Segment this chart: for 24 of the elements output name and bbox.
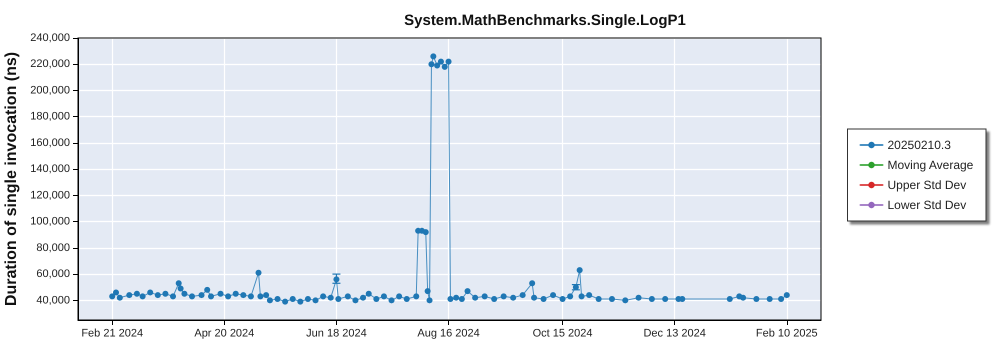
y-tick-label: 180,000 xyxy=(30,110,70,123)
x-tick-label: Aug 16 2024 xyxy=(417,328,480,340)
y-tick-label: 100,000 xyxy=(30,216,70,228)
y-tick-label: 60,000 xyxy=(36,268,70,280)
y-tick-label: 40,000 xyxy=(36,294,70,306)
chart-title: System.MathBenchmarks.Single.LogP1 xyxy=(404,12,686,29)
legend-label: Moving Average xyxy=(888,158,974,172)
y-tick-label: 160,000 xyxy=(30,136,70,149)
y-tick-label: 140,000 xyxy=(30,163,70,176)
x-tick-label: Apr 20 2024 xyxy=(194,328,254,340)
x-tick-label: Feb 21 2024 xyxy=(81,328,144,340)
x-tick-label: Feb 10 2025 xyxy=(756,328,818,340)
y-axis-title: Duration of single invocation (ns) xyxy=(2,52,20,306)
legend-label: 20250210.3 xyxy=(888,138,952,152)
legend-label: Upper Std Dev xyxy=(888,178,966,192)
y-tick-label: 240,000 xyxy=(30,32,70,44)
y-tick-label: 220,000 xyxy=(30,58,70,70)
x-tick-label: Oct 15 2024 xyxy=(532,328,593,340)
x-tick-label: Dec 13 2024 xyxy=(643,328,706,340)
y-tick-label: 120,000 xyxy=(30,189,70,202)
legend-label: Lower Std Dev xyxy=(888,198,966,212)
x-tick-label: Jun 18 2024 xyxy=(306,328,367,340)
y-tick-label: 200,000 xyxy=(30,84,70,96)
y-tick-label: 80,000 xyxy=(36,242,70,254)
